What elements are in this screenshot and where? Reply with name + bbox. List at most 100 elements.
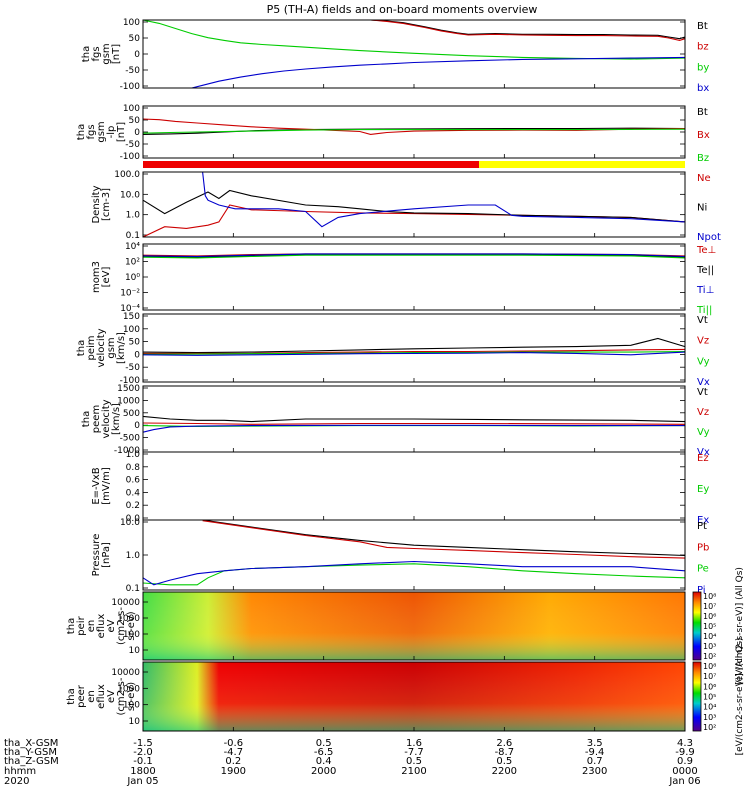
pressure-series-1 <box>202 520 686 559</box>
fgs-lp-ytick-label: 50 <box>129 116 141 126</box>
fgs-lp-series-1 <box>142 118 686 135</box>
peir-colorbar-tick: 10⁷ <box>703 602 716 611</box>
xaxis-value: 3.5 <box>587 738 603 749</box>
peem-legend-entry: Vx <box>697 447 710 458</box>
peir-ylabel-line: sr-eV) <box>126 611 137 640</box>
efield-ytick-label: 0.0 <box>126 514 141 524</box>
efield-plot-area <box>143 452 685 520</box>
xaxis-value: 2.6 <box>496 738 512 749</box>
mom-ylabel-line: [eV] <box>101 267 112 288</box>
mom-series-2 <box>142 253 686 258</box>
fgs-frame <box>142 19 686 89</box>
peir-ytick-label: 10 <box>129 646 141 656</box>
xaxis-value: 0.4 <box>316 756 332 767</box>
fgs-ylabel-line: fgs <box>91 46 102 61</box>
pressure-legend-entry: Pt <box>697 521 707 532</box>
peim-legend-entry: Vx <box>697 377 710 388</box>
efield-ytick-label: 0.6 <box>126 476 141 486</box>
peem-legend-entry: Vy <box>697 427 710 438</box>
peer-colorbar <box>692 661 702 732</box>
fgs-lp-legend-entry: Bt <box>697 107 708 118</box>
efield-legend-entry: Ey <box>697 484 709 495</box>
fgs-ytick-label: 0 <box>134 50 140 60</box>
density-legend-entry: Ni <box>697 203 707 214</box>
efield-ytick-label: 1.0 <box>126 450 141 460</box>
peir-colorbar-label: [eV/(cm2-s-sr-eV)] (All Qs) <box>735 567 745 685</box>
xaxis-value: 0.5 <box>406 756 422 767</box>
fgs-lp-ylabel-line: [nT] <box>116 122 127 142</box>
peer-ylabel-line: eV <box>106 690 117 703</box>
peir-ylabel-line: peir <box>76 615 87 635</box>
peir-colorbar <box>692 591 702 661</box>
fgs-lp-series-2 <box>142 128 686 134</box>
fgs-lp-legend-entry: Bx <box>697 130 710 141</box>
peem-series-1 <box>142 422 686 425</box>
peim-series-0 <box>142 337 686 354</box>
pressure-series-2 <box>142 563 686 586</box>
xaxis-value: 2300 <box>582 766 607 777</box>
density-ylabel-line: [cm-3] <box>101 188 112 221</box>
peir-ytick-label: 100 <box>123 630 140 640</box>
mom-legend-entry: Ti|| <box>696 305 712 316</box>
fgs-legend-entry: bz <box>697 42 709 53</box>
plot-title: P5 (TH-A) fields and on-board moments ov… <box>267 3 538 16</box>
peem-legend-entry: Vz <box>697 407 709 418</box>
pressure-ytick-label: 0.1 <box>126 584 140 594</box>
peer-colorbar-tick: 10⁷ <box>703 672 716 681</box>
fgs-legend-entry: Bt <box>697 21 708 32</box>
xaxis-value: -4.7 <box>224 747 244 758</box>
density-ylabel-line: Density <box>91 185 102 223</box>
fgs-series-2 <box>142 19 686 60</box>
orbit-bar-red <box>143 161 480 168</box>
xaxis-value: 0.9 <box>677 756 693 767</box>
peem-legend-entry: Vt <box>697 387 708 398</box>
peim-frame <box>142 313 686 383</box>
panel-fgs-lp: 100 50 0 -50 -100 Bt Bx Bz tha fgs gsm -lp [nT] <box>76 104 710 164</box>
xaxis-value: Jan 06 <box>668 776 700 787</box>
pressure-series-0 <box>202 519 686 557</box>
peim-series-2 <box>142 350 686 355</box>
xaxis-value: 1800 <box>130 766 155 777</box>
fgs-lp-ytick-label: 0 <box>134 128 140 138</box>
efield-legend-entry: Ex <box>697 515 709 526</box>
peim-ytick-label: -100 <box>120 376 141 386</box>
xaxis-value: -6.5 <box>314 747 334 758</box>
density-ytick-label: 100.0 <box>114 170 140 180</box>
xaxis-value: -2.0 <box>133 747 153 758</box>
fgs-lp-legend-entry: Bz <box>697 153 709 164</box>
peim-ylabel-line: gsm <box>106 337 117 358</box>
efield-ytick-label: 0.4 <box>126 488 141 498</box>
mom-ytick-label: 10² <box>125 258 140 268</box>
peer-colorbar-tick: 10⁸ <box>703 662 716 671</box>
fgs-series-0 <box>370 19 686 40</box>
peer-ytick-label: 100 <box>123 701 140 711</box>
peer-ytick-label: 1000 <box>117 684 140 694</box>
peem-ytick-label: 1500 <box>117 384 140 394</box>
xaxis-value: 0.5 <box>496 756 512 767</box>
peer-ytick-label: 10000 <box>111 668 140 678</box>
peim-legend-entry: Vz <box>697 336 709 347</box>
xaxis-value: 0.5 <box>316 738 332 749</box>
mom-ylabel-line: mom3 <box>91 261 102 293</box>
fgs-ytick-label: 100 <box>123 18 140 28</box>
peir-colorbar-tick: 10² <box>703 652 716 661</box>
density-series-1 <box>142 189 686 223</box>
fgs-lp-ylabel-line: fgs <box>86 124 97 139</box>
xaxis-value: Jan 05 <box>126 776 158 787</box>
peem-ylabel-line: peem <box>91 405 102 433</box>
fgs-lp-ylabel-line: tha <box>76 124 87 140</box>
xaxis-value: -9.9 <box>675 747 695 758</box>
xaxis-row-label: tha_X-GSM <box>4 738 58 749</box>
xaxis-value: 0000 <box>672 766 697 777</box>
peem-ytick-label: -500 <box>120 434 141 444</box>
fgs-plot-area <box>143 20 685 88</box>
xaxis-value: -0.1 <box>133 756 153 767</box>
peim-plot-area <box>143 314 685 382</box>
xaxis-row-label: hhmm <box>4 766 36 777</box>
fgs-lp-ylabel-line: -lp <box>106 126 117 139</box>
peem-ylabel-line: velocity <box>101 399 112 438</box>
xaxis-value: 0.2 <box>225 756 241 767</box>
xaxis-value: -9.4 <box>585 747 605 758</box>
panel-peim: 150 100 50 0 -50 -100 Vt Vz Vy Vx tha peim velocity g… <box>76 312 710 388</box>
